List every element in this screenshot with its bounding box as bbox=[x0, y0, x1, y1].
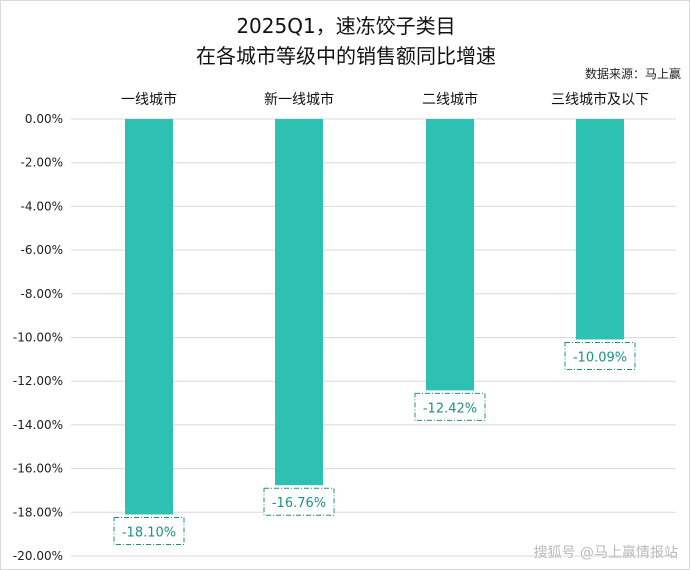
y-tick-label: -12.00% bbox=[13, 374, 63, 388]
x-category-label: 三线城市及以下 bbox=[551, 91, 649, 108]
x-category-label: 二线城市 bbox=[422, 91, 478, 108]
data-source: 数据来源：马上赢 bbox=[585, 66, 681, 81]
y-tick-label: -10.00% bbox=[13, 331, 63, 345]
data-label: -16.76% bbox=[272, 496, 326, 511]
y-tick-label: -4.00% bbox=[21, 199, 63, 213]
x-category-label: 一线城市 bbox=[121, 91, 177, 108]
data-label: -10.09% bbox=[573, 350, 627, 365]
x-category-label: 新一线城市 bbox=[264, 91, 334, 108]
y-tick-label: -18.00% bbox=[13, 505, 63, 519]
data-label-box bbox=[414, 392, 486, 421]
data-label-box bbox=[564, 341, 636, 370]
data-label: -12.42% bbox=[423, 401, 477, 416]
y-tick-label: -8.00% bbox=[21, 287, 63, 301]
bar bbox=[426, 119, 474, 391]
data-label-box bbox=[263, 487, 335, 516]
data-label-box bbox=[113, 516, 185, 545]
y-tick-label: 0.00% bbox=[25, 112, 63, 126]
y-tick-label: -20.00% bbox=[13, 549, 63, 563]
bar bbox=[125, 119, 173, 515]
y-tick-label: -14.00% bbox=[13, 418, 63, 432]
y-tick-label: -6.00% bbox=[21, 243, 63, 257]
watermark: 搜狐号 @马上赢情报站 bbox=[534, 544, 678, 561]
y-tick-label: -16.00% bbox=[13, 462, 63, 476]
data-label: -18.10% bbox=[122, 525, 176, 540]
y-tick-label: -2.00% bbox=[21, 156, 63, 170]
bar bbox=[275, 119, 323, 486]
bar bbox=[576, 119, 624, 340]
chart-title-line1: 2025Q1，速冻饺子类目 bbox=[236, 14, 455, 38]
chart-title-line2: 在各城市等级中的销售额同比增速 bbox=[196, 44, 496, 68]
